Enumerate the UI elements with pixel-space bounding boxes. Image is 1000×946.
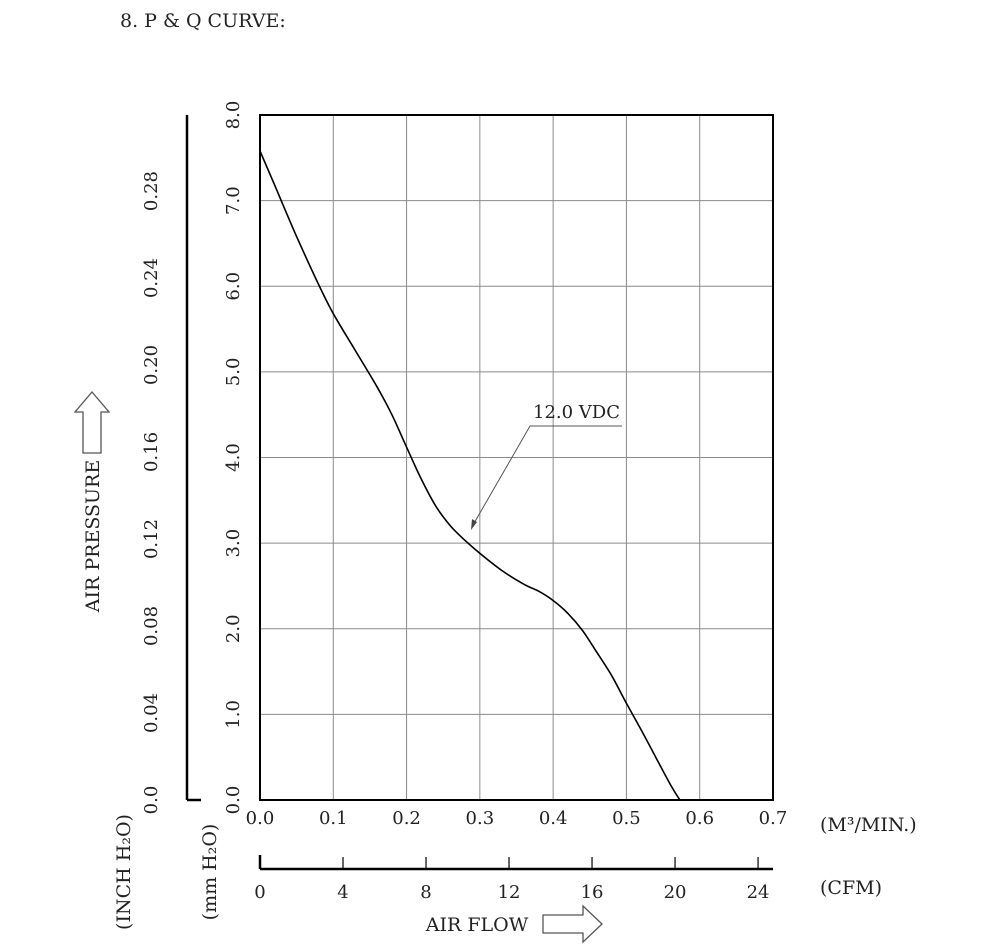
inch-tick-label: 0.0 bbox=[141, 786, 162, 815]
inch-tick-label: 0.20 bbox=[141, 345, 162, 385]
cfm-axis-ticks: 0 4 8 12 16 20 24 bbox=[254, 857, 770, 903]
x-axis-title: AIR FLOW bbox=[425, 914, 529, 936]
x-tick-label: 0.2 bbox=[392, 808, 421, 829]
inch-tick-label: 0.16 bbox=[141, 432, 162, 472]
series-leader-line bbox=[472, 425, 622, 526]
y-axis-ticks: 0.0 1.0 2.0 3.0 4.0 5.0 6.0 7.0 8.0 bbox=[223, 101, 244, 815]
section-title: 8. P & Q CURVE: bbox=[120, 10, 286, 32]
right-arrow-icon bbox=[542, 904, 603, 944]
x-tick-label: 0.7 bbox=[759, 808, 788, 829]
x-tick-label: 0.3 bbox=[466, 808, 495, 829]
inch-tick-label: 0.08 bbox=[141, 606, 162, 646]
cfm-tick-label: 4 bbox=[337, 882, 348, 903]
x-unit-label: (M³/MIN.) bbox=[820, 814, 917, 836]
inch-tick-label: 0.04 bbox=[141, 693, 162, 733]
up-arrow-icon bbox=[73, 390, 111, 454]
inch-tick-label: 0.24 bbox=[141, 258, 162, 298]
cfm-unit-label: (CFM) bbox=[820, 877, 882, 899]
mm-unit-label: (mm H₂O) bbox=[199, 824, 221, 921]
grid-lines bbox=[260, 115, 773, 800]
inch-axis-ticks: 0.0 0.04 0.08 0.12 0.16 0.20 0.24 0.28 bbox=[141, 171, 162, 814]
series-leader-arrowhead bbox=[471, 519, 477, 530]
x-tick-label: 0.0 bbox=[246, 808, 275, 829]
cfm-tick-label: 12 bbox=[498, 882, 521, 903]
cfm-tick-label: 24 bbox=[747, 882, 770, 903]
inch-tick-label: 0.12 bbox=[141, 519, 162, 559]
y-tick-label: 3.0 bbox=[223, 529, 244, 558]
inch-tick-label: 0.28 bbox=[141, 171, 162, 211]
y-tick-label: 6.0 bbox=[223, 272, 244, 301]
inch-unit-label: (INCH H₂O) bbox=[113, 814, 135, 930]
x-tick-label: 0.4 bbox=[539, 808, 568, 829]
y-tick-label: 5.0 bbox=[223, 358, 244, 387]
y-tick-label: 8.0 bbox=[223, 101, 244, 130]
y-tick-label: 7.0 bbox=[223, 186, 244, 215]
x-tick-label: 0.1 bbox=[319, 808, 348, 829]
cfm-tick-label: 16 bbox=[581, 882, 604, 903]
y-tick-label: 2.0 bbox=[223, 614, 244, 643]
series-line-12vdc bbox=[259, 150, 681, 801]
x-tick-label: 0.5 bbox=[612, 808, 641, 829]
x-tick-label: 0.6 bbox=[685, 808, 714, 829]
x-axis-ticks: 0.0 0.1 0.2 0.3 0.4 0.5 0.6 0.7 bbox=[246, 808, 788, 829]
cfm-tick-label: 8 bbox=[420, 882, 431, 903]
plot-frame bbox=[259, 114, 774, 801]
y-tick-label: 0.0 bbox=[223, 786, 244, 815]
cfm-tick-label: 0 bbox=[254, 882, 265, 903]
y-tick-label: 1.0 bbox=[223, 700, 244, 729]
y-axis-title: AIR PRESSURE bbox=[82, 460, 104, 613]
series-label-12vdc: 12.0 VDC bbox=[533, 402, 620, 423]
y-tick-label: 4.0 bbox=[223, 443, 244, 472]
cfm-tick-label: 20 bbox=[664, 882, 687, 903]
